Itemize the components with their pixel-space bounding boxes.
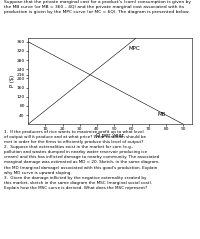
Text: Suppose that the private marginal cost for a product's (corn) consumption is giv: Suppose that the private marginal cost f… bbox=[4, 0, 191, 14]
X-axis label: Q per year: Q per year bbox=[96, 133, 124, 138]
Text: MPC: MPC bbox=[128, 46, 140, 51]
Y-axis label: P ($): P ($) bbox=[10, 75, 15, 87]
Text: MB: MB bbox=[157, 112, 166, 117]
Text: 1.  If the producers of rice wants to maximize profit up to what level
of output: 1. If the producers of rice wants to max… bbox=[4, 130, 160, 190]
